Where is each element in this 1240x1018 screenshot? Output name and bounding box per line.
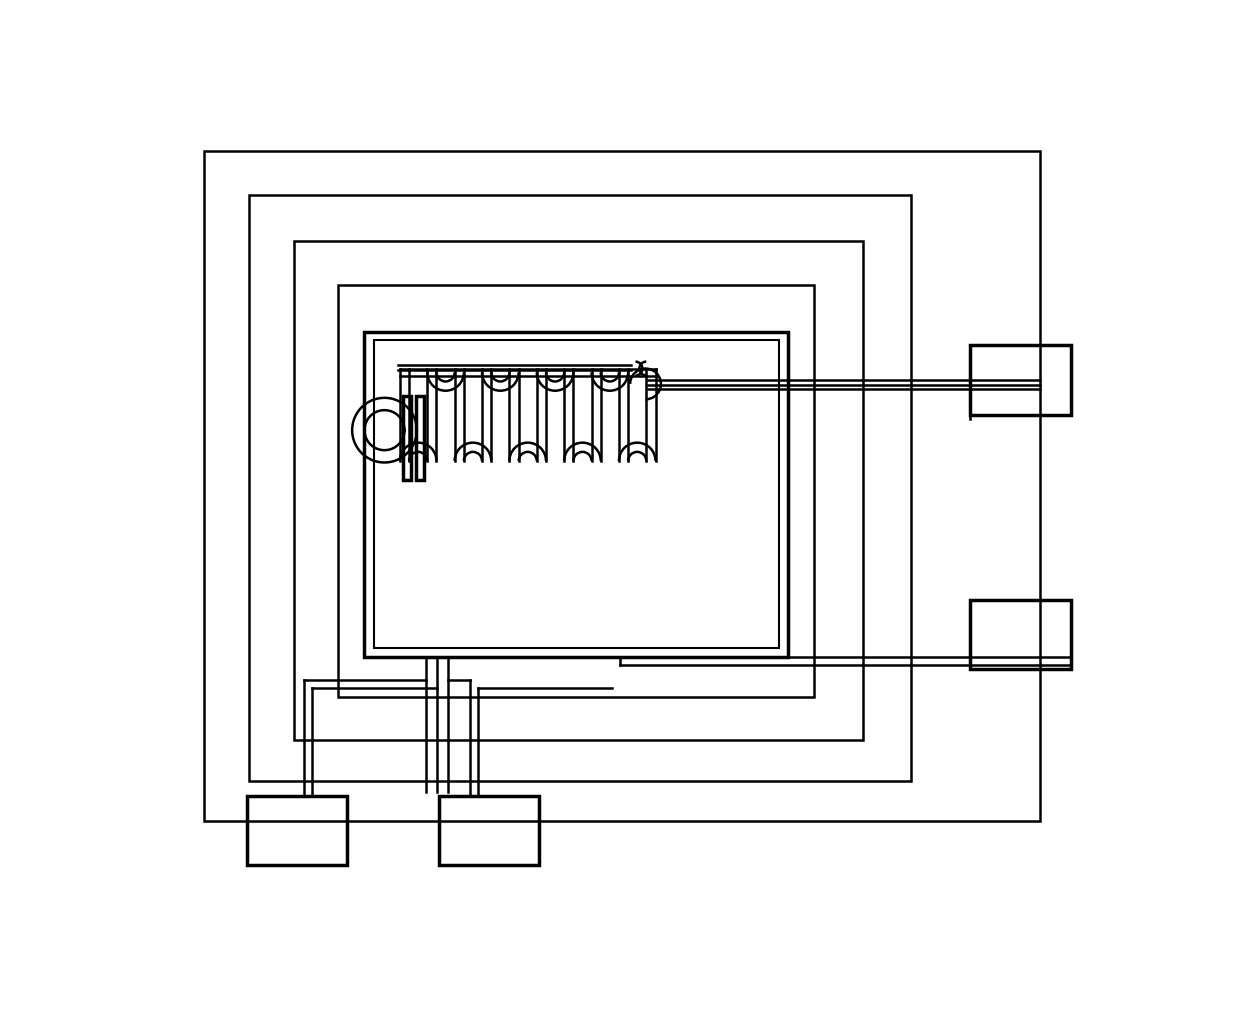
Bar [439,796,539,865]
Bar [971,345,1070,414]
Bar [971,600,1070,669]
Bar [247,796,347,865]
Bar [249,195,911,781]
Bar [205,152,1040,822]
Bar [339,285,815,696]
Bar [365,332,787,657]
Bar [403,396,410,480]
Bar [417,396,424,480]
Bar [373,340,780,648]
Bar [294,240,863,740]
